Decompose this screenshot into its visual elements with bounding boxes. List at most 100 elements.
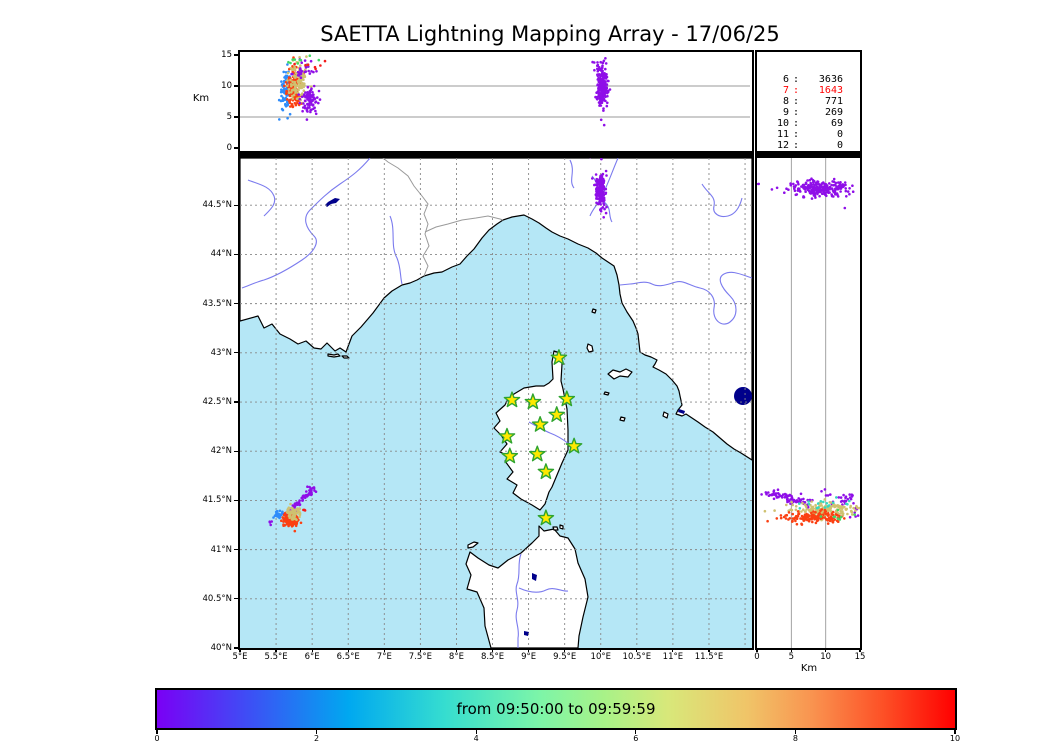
page-title: SAETTA Lightning Mapping Array - 17/06/2… [320, 22, 780, 46]
lat-tick-label: 41.5°N [202, 495, 232, 506]
colorbar-tick-label: 4 [473, 734, 479, 743]
tick-mark [234, 401, 238, 403]
lon-tick-label: 9°E [521, 652, 537, 662]
count-row: 12: 0 [765, 140, 860, 151]
lat-tick-label: 43°N [210, 347, 232, 358]
colorbar-tick-label: 10 [949, 734, 961, 743]
colorbar-label: from 09:50:00 to 09:59:59 [456, 700, 656, 718]
count-row: 6: 3636 [765, 74, 860, 85]
lon-tick-label: 9.5°E [553, 652, 577, 662]
lon-tick-label: 6°E [304, 652, 320, 662]
lon-tick-label: 11°E [662, 652, 684, 662]
lat-tick-label: 44°N [210, 249, 232, 260]
station-star-marker [531, 416, 549, 432]
count-value: 69 [830, 118, 843, 129]
lon-tick-label: 7°E [376, 652, 392, 662]
count-separator: : [792, 129, 800, 140]
map-panel [238, 154, 754, 650]
tick-mark [794, 730, 796, 734]
tick-mark [383, 648, 385, 652]
detection-counts-panel: 6: 3636 7: 1643 8: 771 9: 269 10: 69 11: 0 12: 0 [755, 50, 862, 155]
tick-mark [234, 499, 238, 502]
lat-tick-label: 40.5°N [202, 593, 232, 604]
altitude-axis-label: Km [192, 93, 210, 104]
tick-mark [234, 598, 238, 600]
colorbar-tick-label: 2 [314, 734, 320, 743]
tick-mark [234, 85, 238, 87]
tick-mark [825, 648, 827, 652]
count-row: 7: 1643 [765, 85, 860, 96]
right-km-tick-label: 15 [854, 652, 866, 662]
colorbar-tick-label: 6 [633, 734, 639, 743]
tick-mark [234, 54, 238, 56]
tick-mark [954, 730, 956, 734]
tick-mark [316, 730, 318, 734]
detection-counts-list: 6: 3636 7: 1643 8: 771 9: 269 10: 69 11: 0 12: 0 [757, 52, 860, 151]
lon-tick-label: 11.5°E [694, 652, 724, 662]
tick-mark [708, 648, 710, 652]
count-row: 10: 69 [765, 118, 860, 129]
count-level: 6 [782, 74, 789, 85]
tick-mark [311, 648, 313, 652]
right-km-axis-label: Km [800, 663, 818, 674]
tick-mark [156, 730, 158, 734]
right-km-tick-label: 10 [820, 652, 832, 662]
tick-mark [275, 648, 277, 652]
station-star-marker [537, 463, 555, 480]
lat-tick-label: 40°N [210, 643, 232, 654]
right-km-tick-label: 0 [754, 652, 760, 662]
tick-mark [419, 648, 421, 652]
count-value: 771 [824, 96, 843, 107]
count-separator: : [792, 140, 800, 151]
lat-tick-label: 42°N [210, 446, 232, 457]
tick-mark [347, 648, 349, 652]
tick-mark [234, 204, 238, 206]
altitude-tick-label: 15 [221, 50, 232, 60]
count-separator: : [792, 74, 800, 85]
count-value: 3636 [818, 74, 843, 85]
tick-mark [600, 648, 602, 652]
colorbar-tick-label: 0 [154, 734, 160, 743]
tick-mark [756, 648, 758, 652]
station-star-marker [565, 437, 583, 454]
tick-mark [790, 648, 792, 652]
lon-tick-label: 5.5°E [264, 652, 288, 662]
count-level: 10 [776, 118, 789, 129]
lon-tick-label: 8.5°E [480, 652, 505, 662]
count-separator: : [792, 96, 800, 107]
count-separator: : [792, 85, 800, 96]
tick-mark [234, 303, 238, 305]
lat-tick-label: 41°N [210, 544, 232, 555]
count-level: 7 [782, 85, 789, 96]
count-separator: : [792, 107, 800, 118]
station-star-marker [528, 445, 546, 462]
lat-tick-label: 43.5°N [202, 298, 232, 309]
count-value: 1643 [818, 85, 843, 96]
station-star-marker [501, 447, 519, 464]
count-value: 0 [836, 140, 843, 151]
count-level: 8 [782, 96, 789, 107]
lon-tick-label: 6.5°E [336, 652, 360, 662]
lon-tick-label: 10°E [590, 652, 611, 662]
tick-mark [234, 450, 238, 452]
station-star-marker [548, 406, 565, 422]
tick-mark [234, 253, 238, 256]
altitude-tick-label: 0 [226, 143, 232, 153]
tick-mark [635, 730, 637, 734]
tick-mark [234, 116, 238, 118]
count-row: 8: 771 [765, 96, 860, 107]
count-level: 11 [776, 129, 789, 140]
tick-mark [672, 648, 674, 652]
tick-mark [564, 648, 566, 652]
tick-mark [234, 549, 238, 551]
tick-mark [636, 648, 638, 652]
lat-tick-label: 44.5°N [202, 200, 232, 211]
count-level: 9 [782, 107, 789, 118]
lat-tick-label: 42.5°N [202, 397, 232, 408]
lon-tick-label: 7.5°E [408, 652, 432, 662]
tick-mark [528, 648, 530, 652]
tick-mark [475, 730, 477, 734]
altitude-longitude-scatter [240, 54, 750, 127]
station-star-marker [503, 391, 521, 408]
